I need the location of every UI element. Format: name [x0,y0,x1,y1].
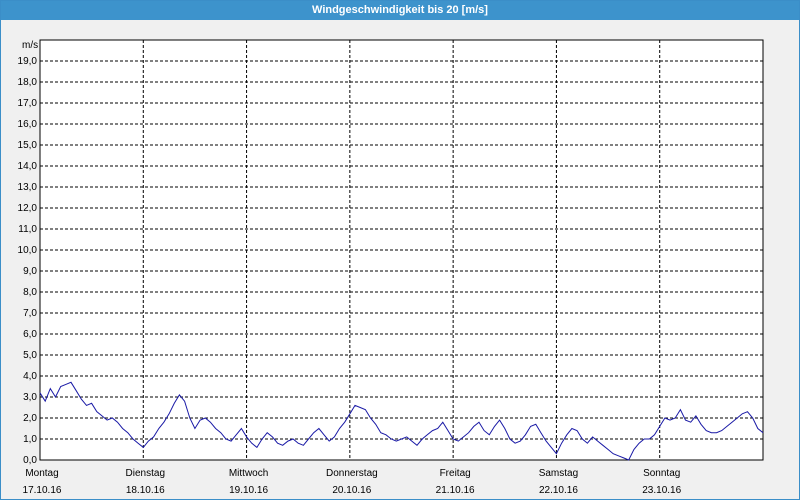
y-tick-label: 15,0 [18,140,38,151]
x-tick-day: Samstag [539,468,578,479]
x-tick-date: 23.10.16 [642,485,681,496]
y-tick-label: 10,0 [18,245,38,256]
x-grid [142,40,661,460]
y-tick-label: 1,0 [23,434,37,445]
y-tick-label: 12,0 [18,203,38,214]
x-tick-day: Mittwoch [229,468,268,479]
y-tick-label: 16,0 [18,119,38,130]
y-tick-label: 0,0 [23,455,37,466]
x-tick-date: 21.10.16 [436,485,475,496]
y-tick-label: 5,0 [23,350,37,361]
x-tick-day: Dienstag [126,468,165,479]
x-tick-date: 19.10.16 [229,485,268,496]
x-tick-date: 18.10.16 [126,485,165,496]
y-tick-label: 11,0 [18,224,37,235]
x-tick-date: 20.10.16 [332,485,371,496]
y-tick-label: 4,0 [23,371,37,382]
x-tick-day: Donnerstag [326,468,378,479]
x-tick-day: Montag [25,468,58,479]
y-tick-label: 19,0 [18,56,38,67]
y-tick-label: 18,0 [18,77,38,88]
y-tick-label: 14,0 [18,161,38,172]
x-tick-day: Freitag [440,468,471,479]
y-axis-label: m/s [22,40,38,51]
y-tick-label: 8,0 [23,287,37,298]
y-tick-label: 7,0 [23,308,37,319]
y-tick-label: 9,0 [23,266,37,277]
y-tick-label: 2,0 [23,413,37,424]
window-title: Windgeschwindigkeit bis 20 [m/s] [1,1,799,20]
x-tick-labels: Montag 17.10.16 Dienstag 18.10.16 Mittwoch 19… [23,468,682,496]
wind-speed-series-line [39,381,764,461]
y-tick-label: 3,0 [23,392,37,403]
y-tick-label: 6,0 [23,329,37,340]
y-tick-label: 13,0 [18,182,38,193]
x-tick-day: Sonntag [643,468,680,479]
x-tick-date: 22.10.16 [539,485,578,496]
x-tick-date: 17.10.16 [23,485,62,496]
y-tick-label: 17,0 [18,98,38,109]
y-tick-labels: 0,0 1,0 2,0 3,0 4,0 5,0 6,0 7,0 8,0 9,0 10,0 11,0 12… [18,56,38,466]
